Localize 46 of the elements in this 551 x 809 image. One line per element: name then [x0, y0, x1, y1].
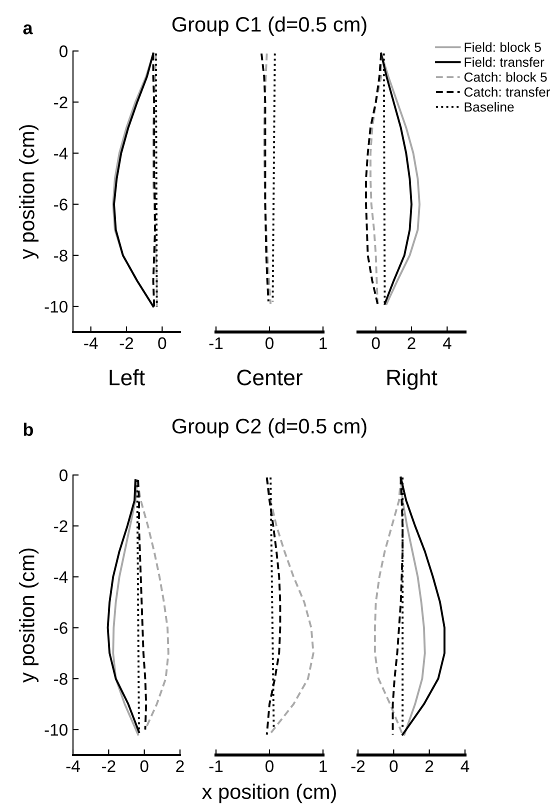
text: a [23, 24, 33, 34]
x-tick-label: -2 [120, 337, 134, 349]
x-tick-label: 0 [390, 760, 398, 772]
text: b [24, 422, 33, 436]
x-tick-label: 0 [140, 760, 148, 772]
legend-label: Catch: transfer [464, 87, 550, 97]
legend-label: Baseline [464, 102, 514, 112]
y-tick-label: -6 [54, 198, 68, 210]
x-tick-label: 0 [372, 337, 380, 350]
x-axis-title: Center [237, 370, 302, 386]
y-tick-label: -4 [54, 571, 68, 583]
x-tick-label: 2 [176, 760, 184, 772]
y-tick-label: -10 [44, 300, 68, 313]
y-tick-label: -8 [54, 673, 68, 685]
legend-label: Field: transfer [464, 57, 544, 67]
y-tick-label: -4 [54, 148, 68, 160]
x-tick-label: 1 [320, 337, 327, 349]
x-tick-label: 0 [158, 337, 166, 350]
x-axis-title: x position (cm) [202, 784, 336, 804]
x-tick-label: -2 [102, 760, 116, 772]
chart-title: Group C2 (d=0.5 cm) [172, 418, 366, 438]
x-tick-label: 4 [460, 760, 470, 772]
chart-title: Group C1 (d=0.5 cm) [172, 16, 366, 36]
x-tick-label: 1 [320, 760, 327, 772]
y-axis-title: y position (cm) [19, 548, 38, 683]
y-tick-label: 0 [60, 469, 68, 482]
y-tick-label: -2 [54, 520, 68, 532]
legend-label: Field: block 5 [464, 42, 541, 52]
y-tick-label: -6 [54, 622, 68, 634]
x-tick-label: 0 [266, 760, 274, 772]
x-axis-title: Right [387, 369, 438, 390]
y-axis-title: y position (cm) [19, 125, 38, 260]
x-tick-label: 2 [408, 337, 416, 349]
x-tick-label: -2 [351, 760, 365, 772]
x-tick-label: -1 [209, 337, 223, 349]
y-tick-label: -8 [54, 250, 68, 262]
legend-label: Catch: block 5 [464, 72, 547, 82]
y-tick-label: -2 [54, 96, 68, 108]
x-axis-title: Left [110, 369, 145, 386]
x-tick-label: 2 [426, 760, 434, 772]
x-tick-label: -1 [209, 760, 223, 772]
x-tick-label: 0 [266, 337, 274, 350]
x-tick-label: -4 [84, 337, 98, 349]
y-tick-label: 0 [60, 45, 68, 58]
x-tick-label: 4 [442, 337, 452, 349]
y-tick-label: -10 [44, 724, 68, 736]
